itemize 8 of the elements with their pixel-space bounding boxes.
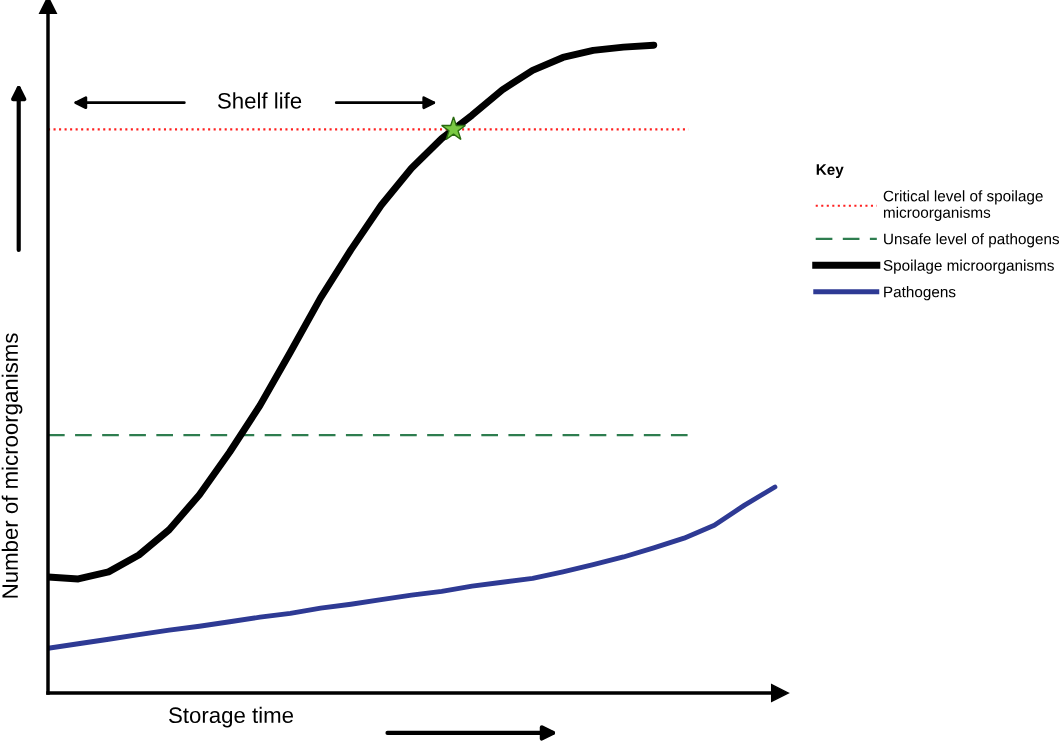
legend-label: Critical level of spoilage microorganisms [883, 190, 1043, 221]
legend-label: Unsafe level of pathogens [884, 233, 1060, 248]
x-axis-title: Storage time [169, 706, 294, 728]
y-axis-title: Number of microorganisms [1, 333, 23, 598]
legend-title: Key [816, 164, 844, 178]
annotation: Shelf life [217, 92, 302, 109]
legend-label: Pathogens [884, 286, 956, 301]
legend-label: Spoilage microorganisms [883, 259, 1054, 274]
